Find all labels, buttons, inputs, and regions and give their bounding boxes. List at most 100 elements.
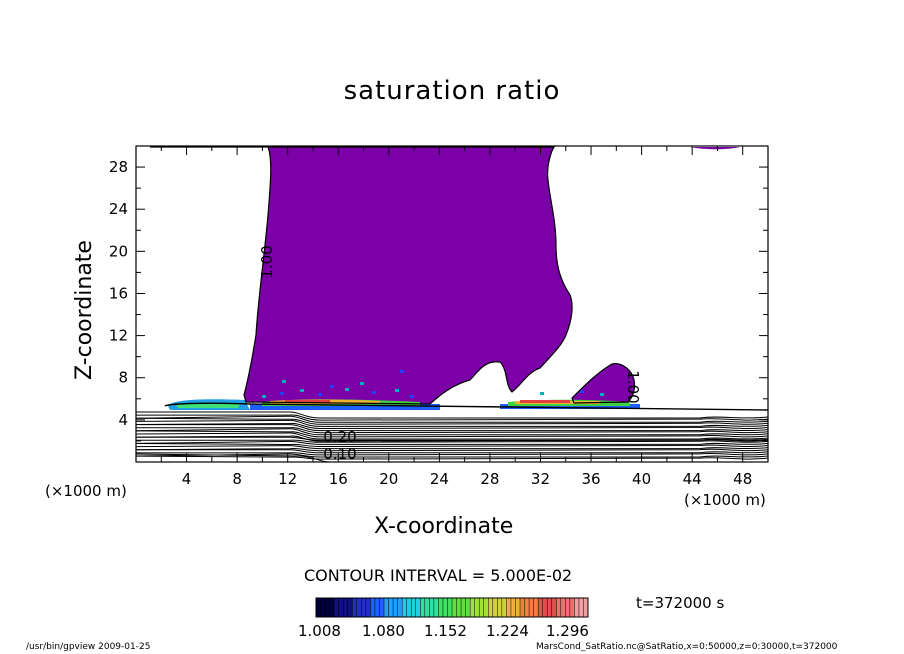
colorbar-swatch — [551, 598, 557, 617]
contour-line-17 — [135, 447, 769, 452]
contour-interval-label: CONTOUR INTERVAL = 5.000E-02 — [304, 566, 573, 585]
colorbar-swatch — [352, 598, 358, 617]
colorbar-swatch — [488, 598, 494, 617]
colorbar-swatch — [529, 598, 535, 617]
colorbar-swatch — [361, 598, 367, 617]
colorbar-swatch — [379, 598, 385, 617]
footer-command: /usr/bin/gpview 2009-01-25 — [26, 642, 151, 652]
colorbar-swatch — [501, 598, 507, 617]
x-tick-label: 28 — [480, 470, 499, 488]
colorbar-swatch — [547, 598, 553, 617]
colorbar-swatch — [365, 598, 371, 617]
y-unit-label: (×1000 m) — [45, 482, 127, 500]
colorbar-swatch — [492, 598, 498, 617]
colorbar-tick-label: 1.152 — [424, 622, 467, 640]
colorbar-swatch — [334, 598, 340, 617]
colorbar-tick-label: 1.080 — [362, 622, 405, 640]
time-label: t=372000 s — [636, 594, 725, 612]
colorbar-swatch — [433, 598, 439, 617]
contour-labels: 1.00 1.00 0.100.20 — [258, 245, 642, 463]
colorbar-swatch — [411, 598, 417, 617]
colorbar-swatch — [438, 598, 444, 617]
contour-line-10 — [135, 432, 769, 440]
contour-line-2 — [135, 415, 769, 423]
contour-line-0 — [136, 411, 769, 419]
speckle-3 — [318, 393, 322, 396]
contour-cloud-base — [164, 402, 769, 411]
contour-line-5 — [135, 422, 769, 430]
speckle-7 — [410, 395, 414, 398]
colorbar-swatch — [569, 598, 575, 617]
x-tick-label: 32 — [531, 470, 550, 488]
contour-line-7 — [136, 427, 769, 434]
colorbar-swatch — [456, 598, 462, 617]
right-cloud-fill — [572, 363, 635, 403]
y-tick-label: 16 — [109, 284, 128, 302]
x-tick-label: 24 — [430, 470, 449, 488]
colorbar-swatch — [329, 598, 335, 617]
colorbar-swatch — [520, 598, 526, 617]
plot-frame — [135, 145, 769, 463]
colorbar-swatch — [515, 598, 521, 617]
colorbar-swatch — [483, 598, 489, 617]
speckle-8 — [282, 380, 286, 383]
contour-line-14 — [135, 440, 769, 445]
x-axis-label: X-coordinate — [374, 514, 514, 539]
main-cloud-fill — [150, 147, 573, 404]
colorbar-swatch — [565, 598, 571, 617]
contour-line-19 — [136, 452, 769, 456]
contour-line-8 — [135, 428, 769, 436]
contour-line-13 — [136, 439, 769, 443]
chart-title: saturation ratio — [343, 76, 561, 106]
top-right-fill — [690, 147, 740, 150]
speckle-0 — [262, 395, 266, 398]
colorbar-swatch — [474, 598, 480, 617]
colorbar-swatch — [442, 598, 448, 617]
colorbar-swatch — [574, 598, 580, 617]
supersaturation-fill — [150, 147, 740, 410]
colorbar — [315, 597, 589, 618]
colorbar-swatch — [406, 598, 412, 617]
contour-line-3 — [135, 417, 769, 425]
y-tick-label: 4 — [118, 411, 128, 429]
colorbar-swatch — [510, 598, 516, 617]
colorbar-swatch — [388, 598, 394, 617]
y-tick-label: 28 — [109, 158, 128, 176]
contour-label: 1.00 — [258, 245, 276, 278]
speckle-4 — [345, 388, 349, 391]
colorbar-swatch — [578, 598, 584, 617]
colorbar-tick-label: 1.296 — [546, 622, 589, 640]
colorbar-swatch — [420, 598, 426, 617]
plot-border — [135, 145, 769, 463]
y-axis-label: Z-coordinate — [72, 240, 97, 380]
x-tick-label: 4 — [182, 470, 192, 488]
x-tick-label: 20 — [379, 470, 398, 488]
colorbar-swatch — [384, 598, 390, 617]
contour-line-21 — [135, 455, 769, 460]
colorbar-swatch — [338, 598, 344, 617]
x-tick-label: 40 — [632, 470, 651, 488]
contour-line-4 — [135, 419, 769, 427]
contour-line-16 — [135, 445, 769, 450]
colorbar-swatch — [533, 598, 539, 617]
cloud-base-band-9 — [520, 400, 570, 403]
colorbar-swatch — [479, 598, 485, 617]
speckle-1 — [280, 392, 284, 395]
speckle-9 — [330, 385, 334, 388]
contour-label: 0.20 — [323, 428, 356, 446]
contour-line-15 — [135, 443, 769, 448]
y-tick-label: 20 — [109, 242, 128, 260]
colorbar-swatch — [374, 598, 380, 617]
contour-line-9 — [135, 430, 769, 438]
x-tick-label: 48 — [733, 470, 752, 488]
colorbar-swatch — [393, 598, 399, 617]
colorbar-swatch — [356, 598, 362, 617]
colorbar-swatch — [447, 598, 453, 617]
colorbar-swatch — [461, 598, 467, 617]
colorbar-swatch — [465, 598, 471, 617]
x-tick-label: 12 — [278, 470, 297, 488]
colorbar-swatch — [524, 598, 530, 617]
x-axis: 4 8 12 16 20 24 28 32 36 40 44 48 — [135, 146, 769, 488]
colorbar-swatch — [470, 598, 476, 617]
